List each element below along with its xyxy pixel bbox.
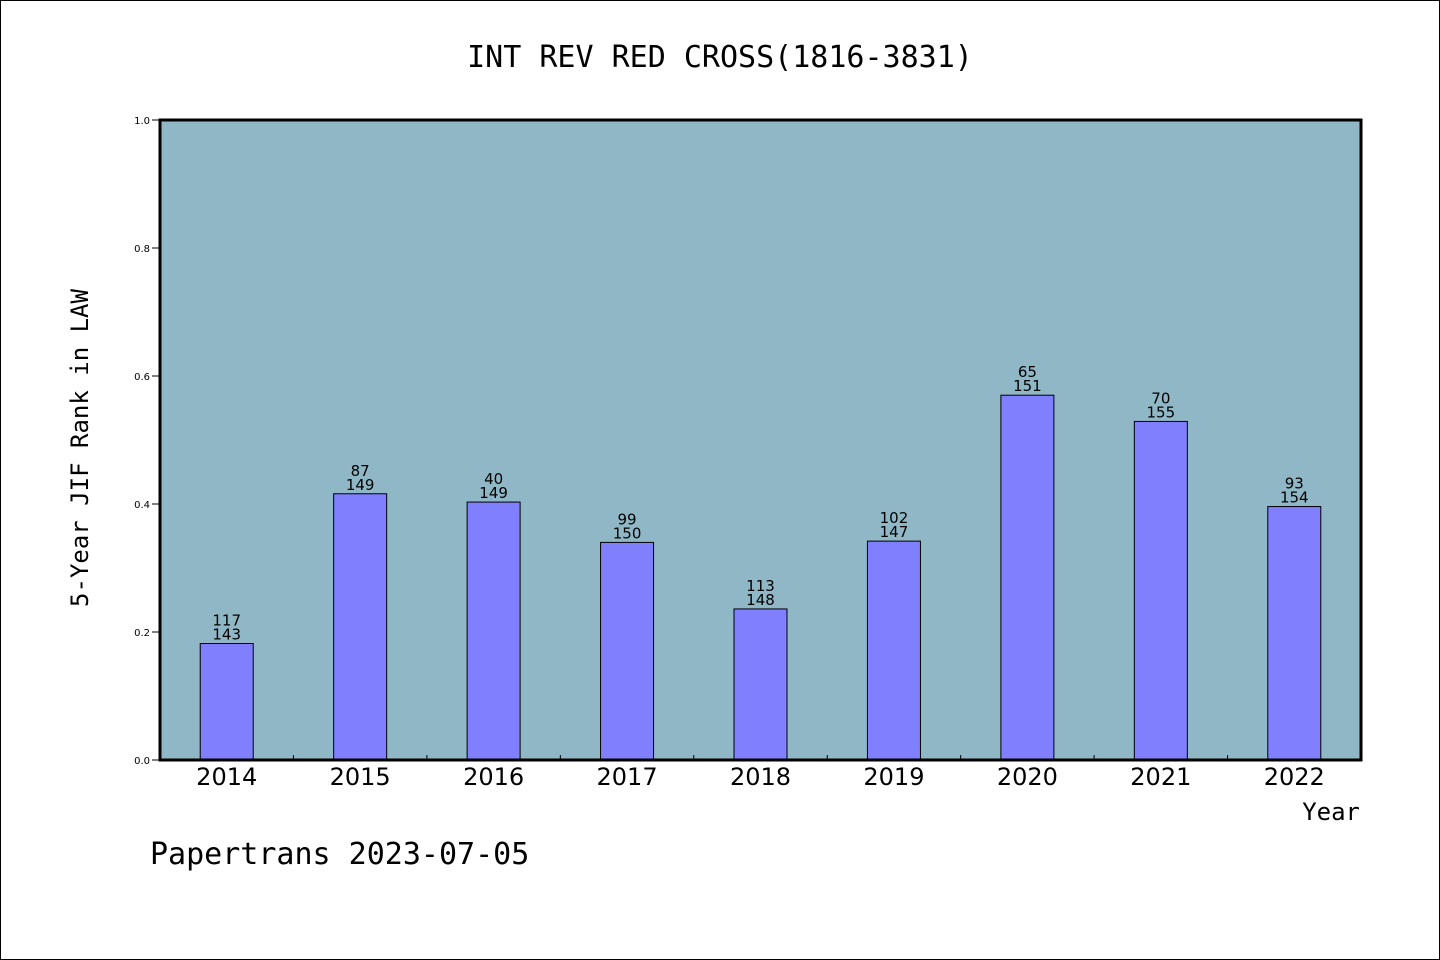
bar-label-total: 155 <box>1147 403 1176 421</box>
bar-label-total: 147 <box>880 523 909 541</box>
bar-label-rank: 113 <box>746 577 775 595</box>
y-tick-label: 1.0 <box>134 116 150 127</box>
x-tick-label: 2020 <box>997 763 1058 791</box>
bar-label-rank: 102 <box>880 509 909 527</box>
bar-label-rank: 40 <box>484 470 503 488</box>
bar-label-rank: 65 <box>1018 363 1037 381</box>
y-tick-label: 0.0 <box>134 756 150 767</box>
y-tick-label: 0.2 <box>134 628 150 639</box>
bar-label-total: 149 <box>346 476 375 494</box>
bar-2015 <box>333 493 388 761</box>
bar-2019 <box>866 540 921 761</box>
plot-border <box>158 118 1363 762</box>
bar-label-rank: 99 <box>618 510 637 528</box>
bar-label-total: 148 <box>746 591 775 609</box>
x-tick-label: 2022 <box>1264 763 1325 791</box>
x-tick-label: 2018 <box>730 763 791 791</box>
bar-2021 <box>1133 420 1188 761</box>
bar-label-total: 154 <box>1280 489 1309 507</box>
bar-label-rank: 70 <box>1151 389 1170 407</box>
bar-label-rank: 87 <box>351 462 370 480</box>
bar-label-total: 149 <box>479 484 508 502</box>
x-tick-label: 2017 <box>597 763 658 791</box>
bar-label-rank: 117 <box>212 612 241 630</box>
x-tick-label: 2016 <box>463 763 524 791</box>
bar-label-total: 151 <box>1013 377 1042 395</box>
y-axis-ticks: 0.0 0.2 0.4 0.6 0.8 1.0 <box>134 116 160 767</box>
bars <box>199 394 1322 761</box>
x-axis-ticks: 2014 2015 2016 2017 2018 2019 2020 2021 2022 <box>196 755 1325 791</box>
footer-watermark: Papertrans 2023-07-05 <box>150 837 529 872</box>
x-tick-label: 2021 <box>1130 763 1191 791</box>
bar-label-total: 143 <box>212 626 241 644</box>
x-tick-label: 2019 <box>863 763 924 791</box>
y-tick-label: 0.8 <box>134 244 150 255</box>
x-tick-label: 2015 <box>330 763 391 791</box>
y-tick-label: 0.4 <box>134 500 150 511</box>
bar-label-total: 150 <box>613 524 642 542</box>
y-tick-label: 0.6 <box>134 372 150 383</box>
bar-2014 <box>199 643 254 761</box>
y-axis-label: 5-Year JIF Rank in LAW <box>66 289 94 607</box>
x-axis-label: Year <box>1302 798 1360 826</box>
bar-2018 <box>733 608 788 761</box>
bar-2020 <box>1000 394 1055 761</box>
bar-label-rank: 93 <box>1285 475 1304 493</box>
bar-2016 <box>466 501 521 761</box>
bar-2017 <box>600 541 655 761</box>
x-tick-label: 2014 <box>196 763 257 791</box>
chart-title: INT REV RED CROSS(1816-3831) <box>467 40 973 75</box>
bar-2022 <box>1267 506 1322 761</box>
